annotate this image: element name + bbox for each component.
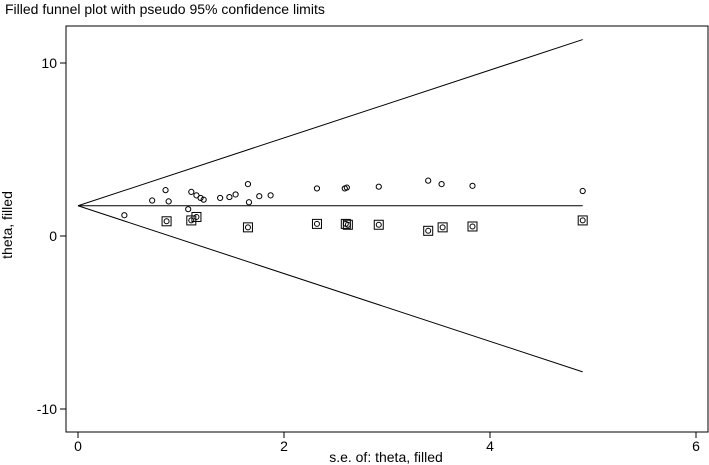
filled-study-square — [161, 216, 172, 227]
x-tick-label: 4 — [486, 438, 494, 454]
observed-study-point — [185, 206, 192, 213]
observed-study-point — [197, 194, 204, 202]
lower-confidence-limit — [77, 205, 583, 373]
filled-study-point — [439, 224, 446, 231]
observed-study-point — [165, 198, 172, 205]
filled-study-point — [469, 223, 476, 230]
x-tick-label: 2 — [280, 438, 288, 454]
filled-study-square — [311, 218, 322, 229]
filled-study-square — [342, 219, 353, 230]
observed-study-point — [121, 212, 128, 219]
observed-study-point — [244, 181, 252, 188]
filled-study-point — [375, 221, 382, 228]
filled-study-square — [577, 215, 588, 226]
observed-study-point — [200, 196, 207, 203]
observed-study-point — [256, 193, 263, 200]
observed-study-point — [245, 199, 253, 206]
observed-study-point — [579, 187, 586, 195]
observed-study-point — [313, 185, 321, 192]
filled-study-point — [244, 224, 251, 231]
observed-study-point — [149, 197, 156, 204]
upper-confidence-limit — [77, 39, 583, 207]
filled-study-square — [423, 225, 434, 236]
filled-study-square — [242, 222, 253, 233]
observed-study-point — [343, 184, 350, 191]
filled-study-point — [579, 217, 586, 224]
filled-study-point — [425, 227, 432, 234]
y-tick-label: -10 — [37, 401, 57, 417]
observed-study-point — [217, 194, 224, 202]
filled-study-square — [373, 219, 384, 230]
y-tick-label: 0 — [49, 228, 57, 244]
x-tick-label: 6 — [692, 438, 700, 454]
observed-study-point — [162, 187, 169, 194]
x-tick-label: 0 — [74, 438, 82, 454]
filled-study-square — [191, 211, 202, 222]
plot-frame — [65, 25, 709, 433]
x-axis-title: s.e. of: theta, filled — [329, 449, 443, 465]
observed-study-point — [267, 192, 274, 199]
filled-study-square — [467, 221, 478, 232]
observed-study-point — [425, 177, 432, 184]
observed-study-point — [469, 182, 476, 189]
funnel-lines — [77, 39, 583, 373]
axis-ticks: 0 2 4 6 -10 0 10 — [37, 55, 700, 454]
filled-study-point — [188, 217, 195, 224]
y-tick-label: 10 — [41, 55, 57, 71]
observed-study-point — [188, 188, 195, 195]
filled-study-point — [163, 218, 170, 225]
filled-study-square — [186, 215, 197, 226]
filled-study-point — [193, 213, 200, 220]
observed-study-point — [226, 193, 233, 201]
observed-study-point — [438, 181, 445, 188]
observed-study-point — [232, 191, 239, 198]
chart-title: Filled funnel plot with pseudo 95% confi… — [5, 1, 325, 17]
filled-study-point — [344, 221, 351, 228]
filled-study-square — [437, 222, 448, 233]
filled-study-point — [313, 220, 320, 227]
data-points — [121, 177, 588, 236]
y-axis-title: theta, filled — [0, 191, 15, 259]
observed-study-point — [375, 183, 382, 190]
